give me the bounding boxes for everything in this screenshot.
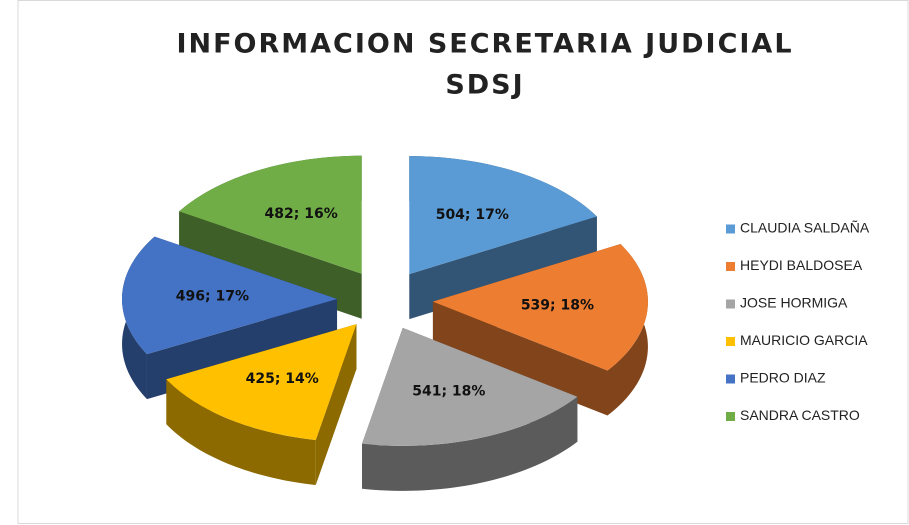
slice-top bbox=[409, 156, 597, 275]
chart-title: INFORMACION SECRETARIA JUDICIAL bbox=[176, 29, 793, 60]
slice-top bbox=[122, 236, 338, 355]
data-label: 496; 17% bbox=[176, 289, 249, 305]
legend-swatch bbox=[726, 337, 735, 346]
data-label: 504; 17% bbox=[436, 207, 509, 223]
legend-swatch bbox=[726, 374, 735, 384]
legend-label: MAURICIO GARCIA bbox=[740, 332, 868, 348]
legend-swatch bbox=[726, 412, 735, 421]
slice-top bbox=[432, 244, 648, 371]
legend-label: HEYDI BALDOSEA bbox=[740, 257, 863, 273]
data-label: 482; 16% bbox=[265, 206, 338, 222]
legend-swatch bbox=[726, 262, 735, 271]
slice-top bbox=[362, 327, 578, 446]
data-label: 541; 18% bbox=[412, 383, 485, 399]
legend-swatch bbox=[726, 299, 735, 309]
slice-side bbox=[409, 216, 597, 320]
slice-side bbox=[432, 301, 608, 416]
legend-label: JOSE HORMIGA bbox=[740, 295, 848, 311]
slice bbox=[409, 156, 597, 320]
slice bbox=[362, 327, 578, 491]
legend-label: CLAUDIA SALDAÑA bbox=[740, 220, 870, 236]
slice-top bbox=[166, 324, 357, 440]
data-label: 425; 14% bbox=[246, 371, 319, 387]
chart-title: SDSJ bbox=[445, 70, 524, 101]
slice bbox=[166, 324, 357, 485]
legend-label: PEDRO DIAZ bbox=[740, 370, 826, 386]
data-label: 539; 18% bbox=[521, 298, 594, 314]
slice-top bbox=[179, 155, 362, 274]
legend-label: SANDRA CASTRO bbox=[740, 407, 860, 423]
slice-side bbox=[362, 396, 578, 491]
slice bbox=[432, 244, 648, 416]
legend-swatch bbox=[726, 224, 735, 234]
slice-side bbox=[166, 379, 316, 485]
